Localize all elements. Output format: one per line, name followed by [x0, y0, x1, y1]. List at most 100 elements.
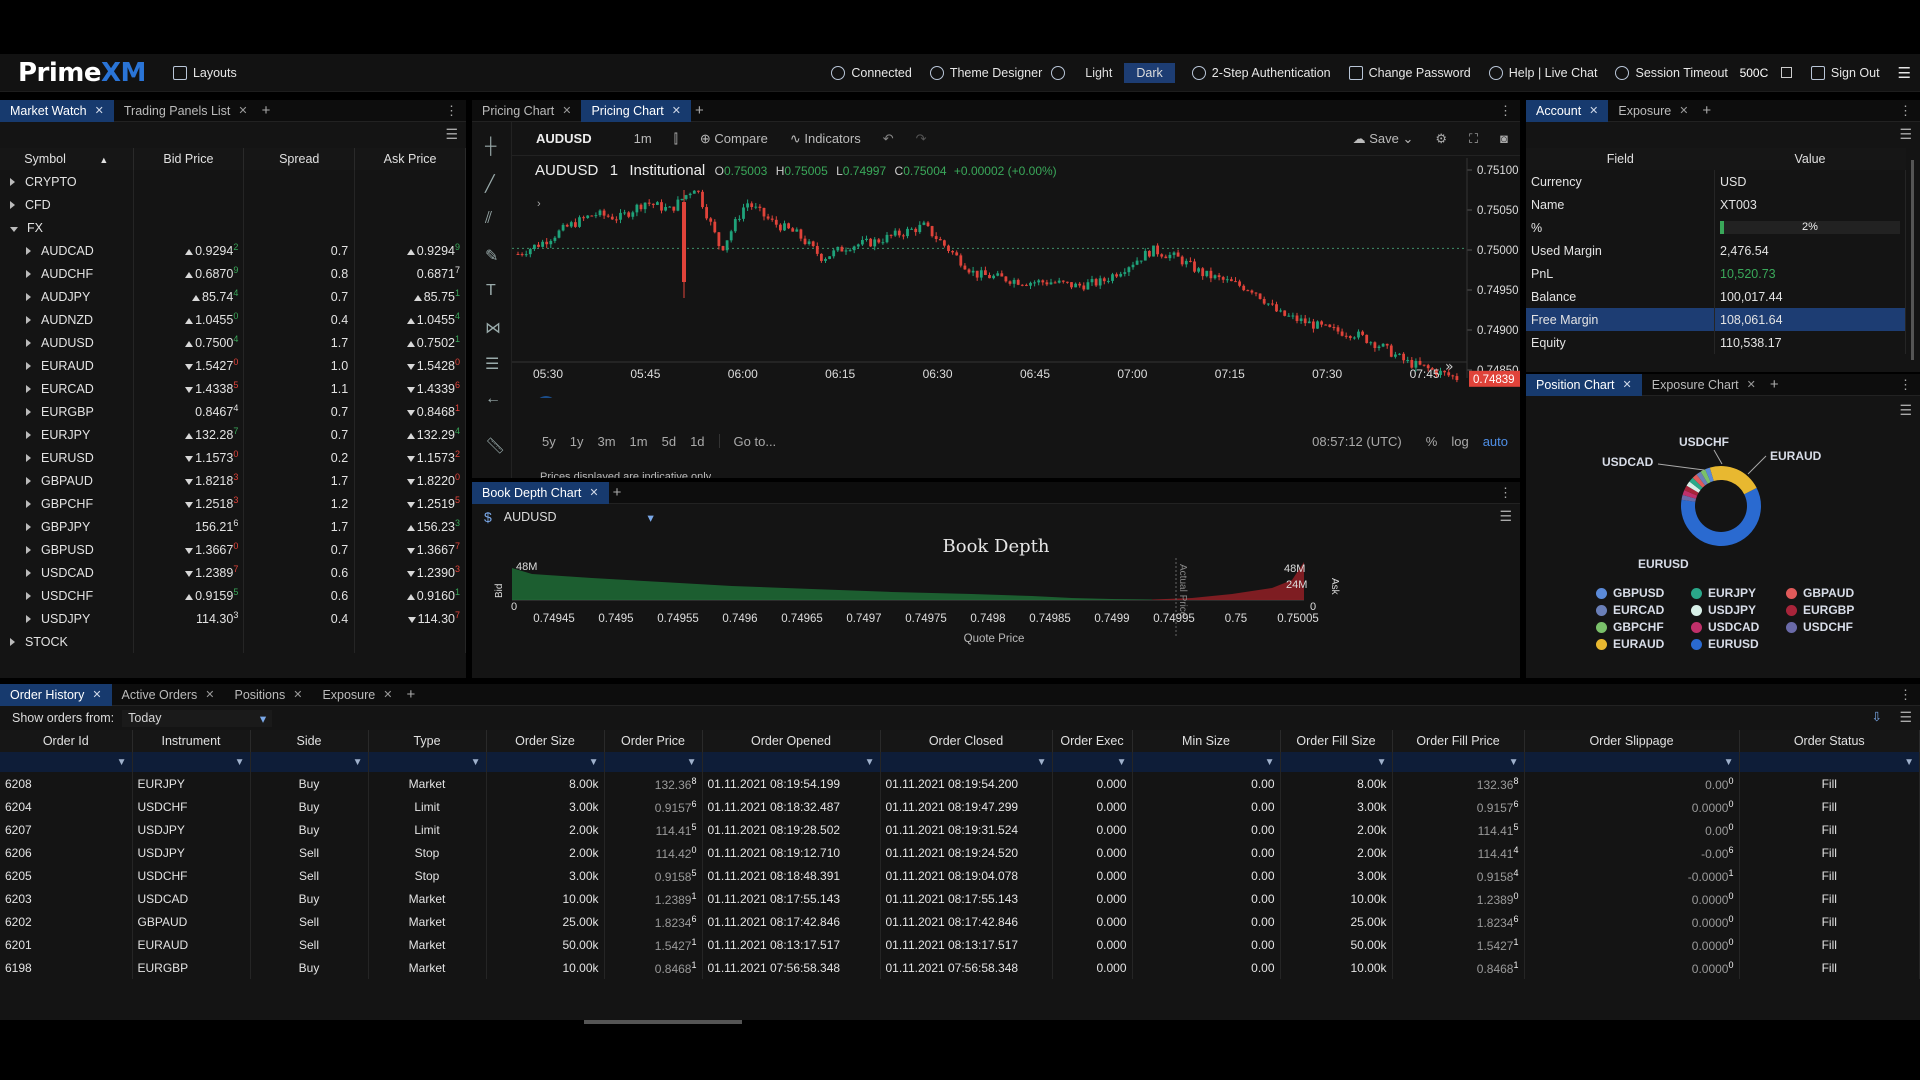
crosshair-icon[interactable]: ┼: [485, 138, 497, 155]
symbol-cell[interactable]: AUDCAD: [0, 239, 134, 262]
donut-slice[interactable]: [1696, 471, 1708, 486]
price-cell[interactable]: 156.216: [133, 515, 245, 538]
account-row[interactable]: Equity 110,538.17: [1526, 331, 1906, 354]
col-value[interactable]: Value: [1714, 148, 1906, 170]
close-icon[interactable]: ✕: [589, 487, 599, 499]
price-cell[interactable]: 1.54270: [133, 354, 245, 377]
fullscreen-icon[interactable]: ⛶: [1469, 130, 1479, 146]
price-cell[interactable]: 85.751: [354, 285, 466, 308]
price-cell[interactable]: 114.307: [354, 607, 466, 630]
close-icon[interactable]: ✕: [293, 689, 303, 701]
symbol-cell[interactable]: EURCAD: [0, 377, 134, 400]
donut-slice[interactable]: [1684, 485, 1699, 496]
market-row[interactable]: USDCHF 0.91595 0.6 0.91601: [0, 584, 466, 607]
account-row[interactable]: Used Margin 2,476.54: [1526, 239, 1906, 262]
group-row[interactable]: CFD: [0, 193, 466, 216]
legend-item[interactable]: EURCAD: [1596, 603, 1691, 617]
close-icon[interactable]: ✕: [671, 105, 681, 117]
symbol-cell[interactable]: EURAUD: [0, 354, 134, 377]
col-order-price[interactable]: Order Price: [604, 730, 703, 752]
add-tab-icon[interactable]: +: [1769, 376, 1779, 393]
caret-right-icon[interactable]: [26, 246, 31, 255]
theme-dark-button[interactable]: Dark: [1124, 62, 1175, 83]
col-order-fill-price[interactable]: Order Fill Price: [1392, 730, 1525, 752]
col-ask-price[interactable]: Ask Price: [354, 148, 466, 170]
back-arrow-icon[interactable]: ←: [485, 390, 501, 407]
book-menu-icon[interactable]: ☰: [1499, 508, 1512, 524]
tab-book-depth-chart[interactable]: Book Depth Chart ✕: [472, 482, 609, 504]
price-cell[interactable]: 156.233: [354, 515, 466, 538]
price-cell[interactable]: 132.294: [354, 423, 466, 446]
theme-light-button[interactable]: Light: [1085, 65, 1113, 80]
price-cell[interactable]: 1.04550: [133, 308, 245, 331]
symbol-cell[interactable]: GBPAUD: [0, 469, 134, 492]
ruler-icon[interactable]: 📏︎: [485, 438, 506, 455]
indicators-button[interactable]: ∿ Indicators: [789, 130, 861, 146]
kebab-menu-icon[interactable]: ⋮: [1499, 485, 1512, 500]
col-order-status[interactable]: Order Status: [1739, 730, 1920, 752]
price-cell[interactable]: 1.36670: [133, 538, 245, 561]
tab-pricing-chart-2[interactable]: Pricing Chart ✕: [581, 100, 691, 122]
tab-market-watch[interactable]: Market Watch ✕: [0, 100, 114, 122]
legend-item[interactable]: EURJPY: [1691, 586, 1786, 600]
symbol-cell[interactable]: AUDCHF: [0, 262, 134, 285]
legend-item[interactable]: GBPUSD: [1596, 586, 1691, 600]
order-row[interactable]: 6205 USDCHF Sell Stop 3.00k 0.91585 01.11.2021…: [0, 864, 1920, 887]
price-cell[interactable]: 1.25183: [133, 492, 245, 515]
close-icon[interactable]: ✕: [92, 689, 102, 701]
compare-button[interactable]: ⊕ Compare: [699, 130, 768, 146]
filter-icon[interactable]: ▼: [1739, 752, 1920, 772]
market-row[interactable]: AUDJPY 85.744 0.7 85.751: [0, 285, 466, 308]
col-order-id[interactable]: Order Id: [0, 730, 133, 752]
two-step-auth-button[interactable]: 2-Step Authentication: [1183, 65, 1340, 80]
order-row[interactable]: 6201 EURAUD Sell Market 50.00k 1.54271 01.11.2…: [0, 933, 1920, 956]
donut-slice[interactable]: [1709, 466, 1757, 495]
market-row[interactable]: AUDCAD 0.92942 0.7 0.92949: [0, 239, 466, 262]
account-row[interactable]: Currency USD: [1526, 170, 1906, 193]
add-tab-icon[interactable]: +: [694, 102, 704, 119]
caret-right-icon[interactable]: [26, 568, 31, 577]
col-bid-price[interactable]: Bid Price: [133, 148, 245, 170]
market-row[interactable]: GBPJPY 156.216 1.7 156.233: [0, 515, 466, 538]
group-label[interactable]: FX: [0, 216, 134, 239]
price-cell[interactable]: 0.68717: [354, 262, 466, 285]
caret-right-icon[interactable]: [26, 315, 31, 324]
caret-right-icon[interactable]: [10, 637, 15, 646]
tab-pricing-chart-1[interactable]: Pricing Chart ✕: [482, 103, 572, 118]
price-cell[interactable]: 1.23897: [133, 561, 245, 584]
theme-designer-button[interactable]: Theme Designer: [921, 65, 1051, 80]
donut-slice[interactable]: [1689, 477, 1703, 491]
col-order-closed[interactable]: Order Closed: [880, 730, 1053, 752]
market-row[interactable]: USDJPY 114.303 0.4 114.307: [0, 607, 466, 630]
legend-item[interactable]: EURUSD: [1691, 637, 1786, 651]
filter-icon[interactable]: ▼: [1392, 752, 1525, 772]
export-icon[interactable]: ⇩: [1871, 710, 1882, 724]
market-row[interactable]: EURAUD 1.54270 1.0 1.54280: [0, 354, 466, 377]
fib-icon[interactable]: ⫽: [485, 210, 493, 227]
close-icon[interactable]: ✕: [205, 689, 215, 701]
redo-icon[interactable]: ↷: [915, 130, 927, 146]
filter-icon[interactable]: ▼: [1132, 752, 1281, 772]
account-row[interactable]: Balance 100,017.44: [1526, 285, 1906, 308]
price-cell[interactable]: 1.43385: [133, 377, 245, 400]
column-menu-icon[interactable]: ☰: [1899, 126, 1912, 142]
column-menu-icon[interactable]: ☰: [445, 126, 458, 142]
change-password-button[interactable]: Change Password: [1340, 65, 1480, 80]
group-label[interactable]: STOCK: [0, 630, 134, 653]
tab-position-chart[interactable]: Position Chart ✕: [1526, 374, 1642, 396]
price-cell[interactable]: 0.91601: [354, 584, 466, 607]
price-cell[interactable]: 1.15730: [133, 446, 245, 469]
book-symbol-select[interactable]: AUDUSD ▾: [503, 509, 654, 525]
group-label[interactable]: CRYPTO: [0, 170, 134, 193]
horizontal-scrollbar-thumb[interactable]: [584, 1020, 742, 1024]
price-cell[interactable]: 1.36677: [354, 538, 466, 561]
symbol-cell[interactable]: EURUSD: [0, 446, 134, 469]
kebab-menu-icon[interactable]: ⋮: [1899, 687, 1912, 702]
range-3m[interactable]: 3m: [597, 433, 616, 449]
price-cell[interactable]: 1.43396: [354, 377, 466, 400]
group-label[interactable]: CFD: [0, 193, 134, 216]
col-order-exec[interactable]: Order Exec: [1052, 730, 1133, 752]
symbol-cell[interactable]: AUDUSD: [0, 331, 134, 354]
price-cell[interactable]: 114.303: [133, 607, 245, 630]
order-row[interactable]: 6207 USDJPY Buy Limit 2.00k 114.415 01.11.2021…: [0, 818, 1920, 841]
